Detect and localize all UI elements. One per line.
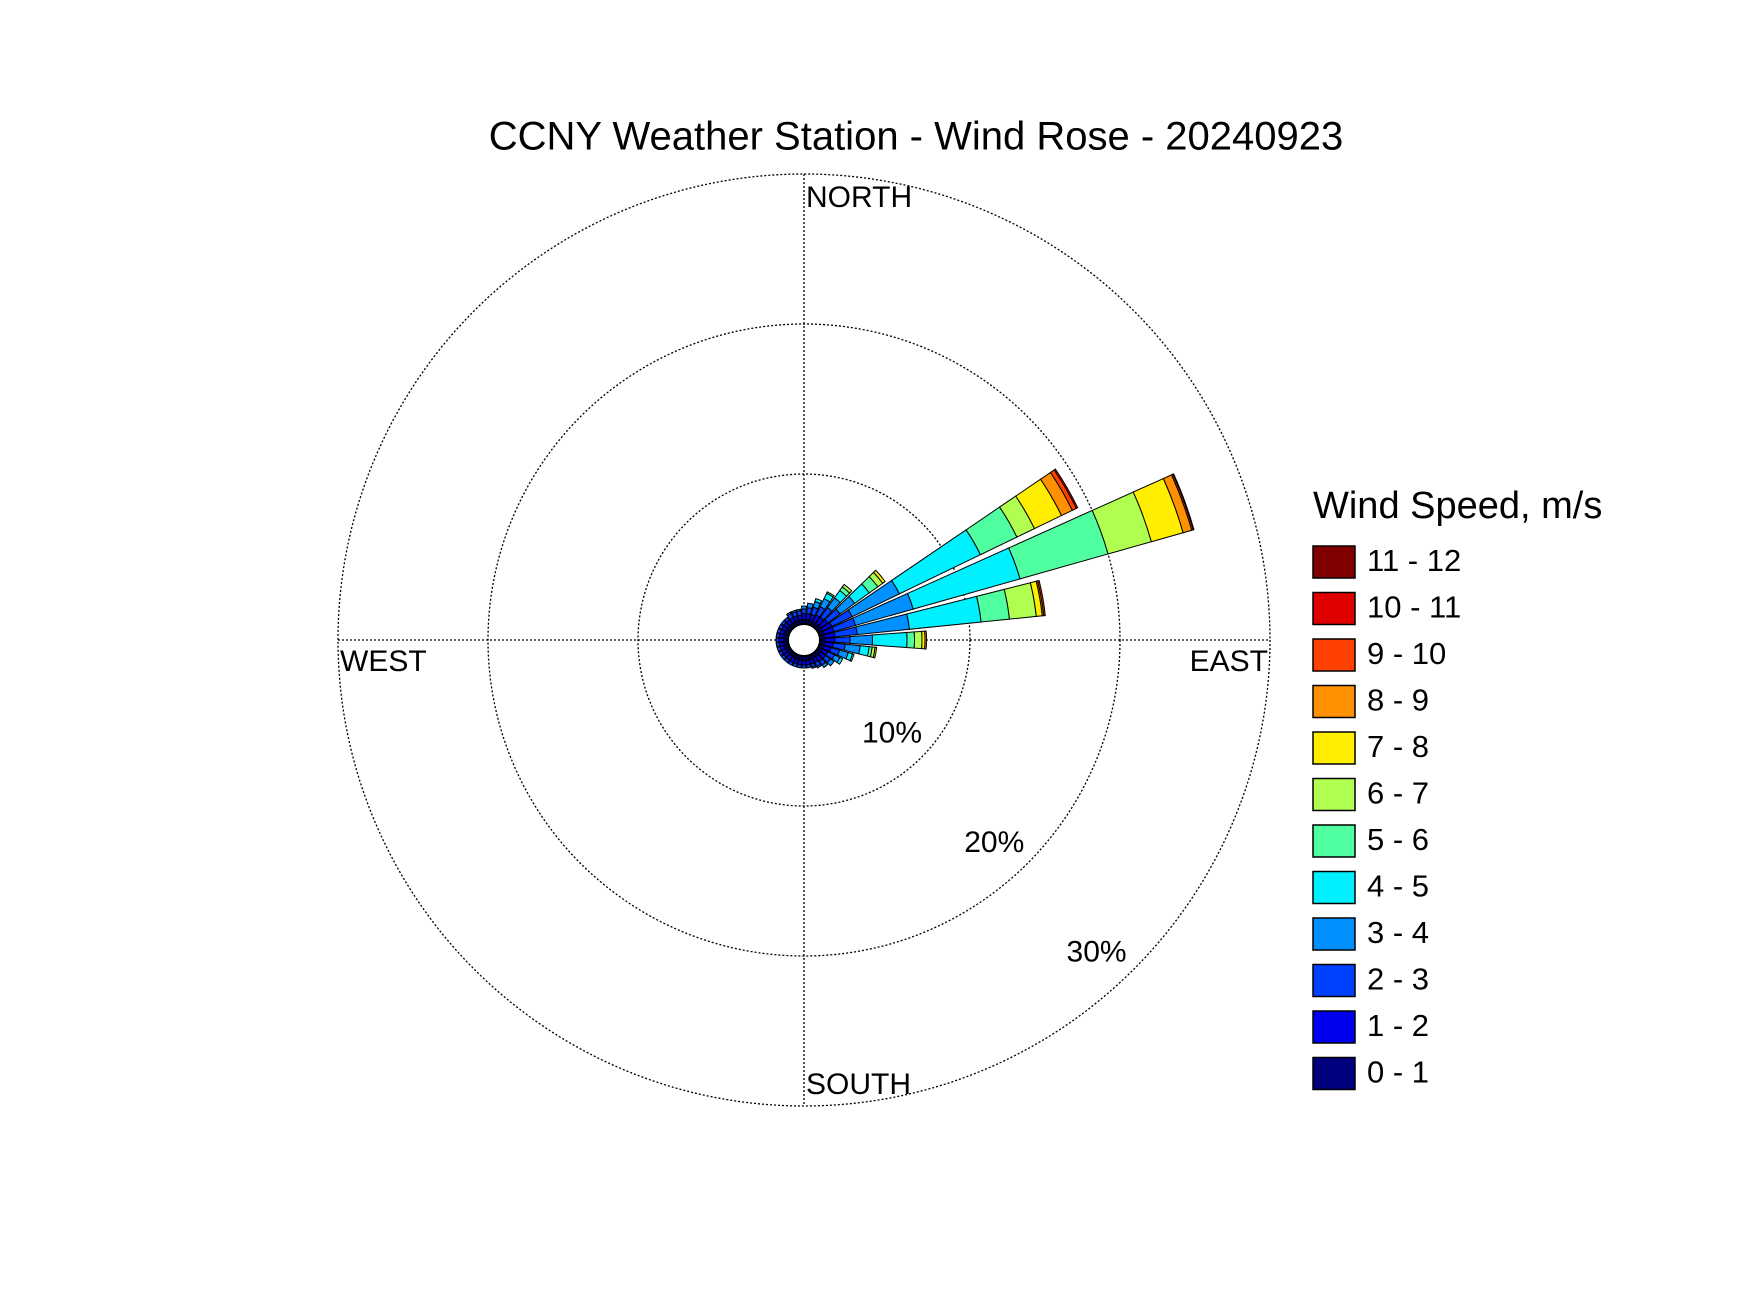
chart-title: CCNY Weather Station - Wind Rose - 20240… [489, 115, 1344, 159]
wedge-segment [825, 591, 835, 598]
wedge-segment [821, 661, 829, 669]
r-tick-label: 20% [964, 826, 1024, 859]
legend-label: 6 - 7 [1367, 776, 1429, 811]
wedge-segment [834, 636, 851, 644]
wedge-segment [775, 632, 781, 639]
legend-swatch [1312, 777, 1356, 812]
legend-swatch [1312, 638, 1356, 672]
grid-circle [637, 473, 971, 807]
legend-label: 11 - 12 [1367, 543, 1461, 578]
wedge-segment [906, 631, 915, 649]
grid-circle [487, 323, 1121, 957]
wedge-segment [800, 605, 808, 610]
legend-label: 5 - 6 [1367, 822, 1429, 857]
wedge-segment [785, 611, 792, 617]
compass-label: NORTH [806, 181, 912, 214]
center-hole [787, 623, 821, 657]
legend-swatch [1312, 963, 1356, 998]
wedge-segment [796, 663, 803, 669]
grid-circle [337, 173, 1271, 1107]
legend-label: 7 - 8 [1367, 729, 1429, 764]
wedge-segment [924, 630, 927, 650]
wedges [775, 468, 1195, 670]
r-tick-label: 10% [862, 716, 922, 749]
legend-swatch [1312, 591, 1356, 626]
wedge-segment [775, 641, 781, 648]
legend-swatch [1312, 824, 1356, 858]
wedge-segment [872, 646, 878, 659]
legend-swatch [1312, 731, 1356, 765]
wedge-segment [790, 609, 797, 614]
labels: 10% 20% 30% NORTH SOUTH EAST WEST [340, 181, 1268, 1101]
wedge-segment [778, 637, 785, 643]
legend-swatch [1312, 870, 1356, 905]
wedge-segment [787, 659, 794, 666]
legend-label: 0 - 1 [1367, 1055, 1429, 1090]
wedge-segment [780, 619, 787, 627]
legend-label: 10 - 11 [1367, 590, 1461, 625]
legend-label: 9 - 10 [1367, 636, 1446, 671]
legend-label: 4 - 5 [1367, 869, 1429, 904]
legend-title: Wind Speed, m/s [1313, 485, 1602, 527]
wedge-segment [783, 657, 791, 664]
wedge-segment [871, 631, 908, 649]
compass-label: WEST [340, 645, 427, 678]
legend: 0 - 1 1 - 2 2 - 3 3 - 4 4 - 5 5 - 6 6 - 7 7 - 8… [1312, 543, 1461, 1091]
wedge-segment [791, 662, 798, 668]
wedge-segment [801, 659, 807, 666]
wedge-segment [811, 664, 817, 670]
wedge-segment [823, 637, 836, 643]
wedge-segment [814, 598, 823, 605]
wedge-segment [1037, 579, 1046, 617]
legend-swatch [1312, 545, 1356, 579]
legend-label: 8 - 9 [1367, 683, 1429, 718]
wedge-segment [776, 646, 782, 653]
legend-label: 2 - 3 [1367, 962, 1429, 997]
wedge-segment [913, 630, 923, 650]
legend-swatch [1312, 917, 1356, 951]
wedge-segment [778, 623, 785, 630]
wedge-segment [775, 637, 780, 643]
wedge-segment [849, 653, 855, 662]
wedge-segment [1053, 468, 1079, 510]
wedge-segment [836, 656, 844, 665]
wedge-segment [801, 608, 807, 615]
wedge-segment [801, 664, 807, 669]
wedge-segment [1172, 473, 1195, 531]
wedge-segment [849, 634, 873, 646]
wedge-segment [816, 663, 823, 669]
wedge-segment [776, 627, 782, 634]
r-tick-label: 30% [1067, 936, 1127, 969]
wedge-segment [783, 616, 791, 623]
legend-swatch [1312, 1010, 1356, 1044]
compass-label: EAST [1190, 645, 1268, 678]
legend-label: 3 - 4 [1367, 915, 1429, 950]
wedge-segment [801, 612, 807, 621]
legend-label: 1 - 2 [1367, 1008, 1429, 1043]
wedge-segment [841, 583, 853, 594]
wedge-segment [805, 663, 812, 669]
wedge-segment [778, 650, 785, 657]
wedge-segment [795, 608, 802, 613]
wedge-segment [806, 602, 814, 610]
legend-swatch [1312, 684, 1356, 719]
wedge-segment [780, 653, 787, 661]
compass-label: SOUTH [806, 1068, 911, 1101]
legend-swatch [1312, 1056, 1356, 1091]
